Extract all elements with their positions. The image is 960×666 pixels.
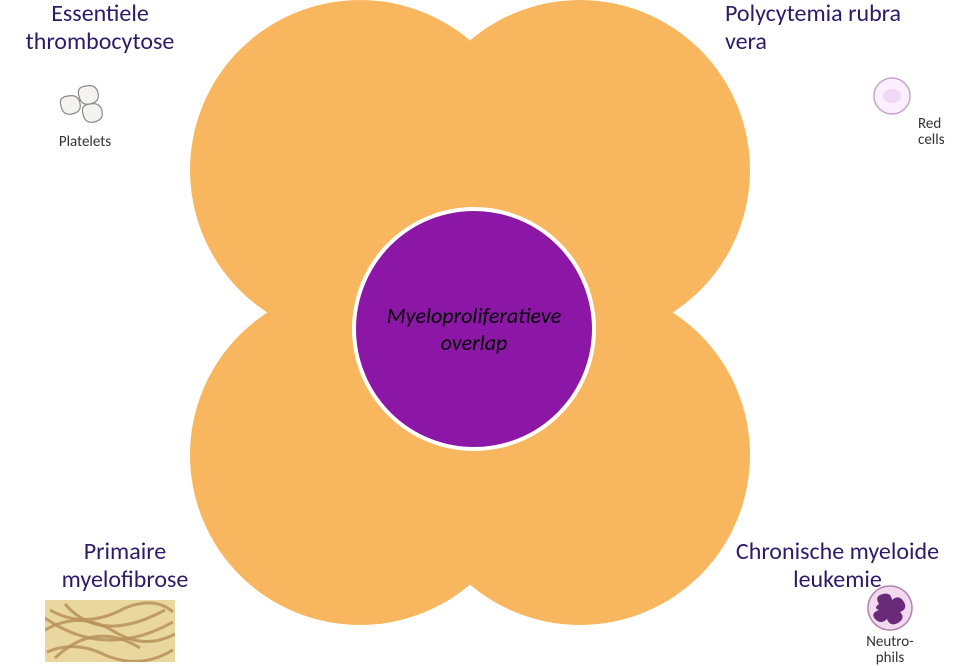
red-cells-icon: Redcells (870, 74, 950, 159)
platelets-icon: Platelets (50, 78, 120, 157)
diagram-canvas: Myeloproliferatieve overlap Essentiele t… (0, 0, 960, 666)
center-label: Myeloproliferatieve overlap (387, 302, 561, 356)
fibrosis-icon (45, 600, 175, 666)
center-overlap-circle: Myeloproliferatieve overlap (352, 207, 596, 451)
neutrophils-icon: Neutro-phils (855, 582, 945, 666)
label-essentiele-thrombocytose: Essentiele thrombocytose (5, 0, 195, 55)
svg-text:Redcells: Redcells (918, 115, 945, 149)
label-polycytemia-rubra-vera: Polycytemia rubra vera (725, 0, 955, 55)
svg-text:Platelets: Platelets (59, 133, 111, 151)
svg-text:Neutro-phils: Neutro-phils (866, 633, 914, 666)
label-primaire-myelofibrose: Primaire myelofibrose (40, 538, 210, 593)
